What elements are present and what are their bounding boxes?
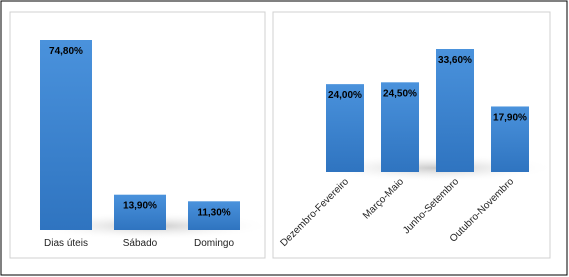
value-label: 33,60% xyxy=(438,55,472,66)
x-tick-label: Domingo xyxy=(194,238,234,249)
bar xyxy=(326,84,364,172)
value-label: 17,90% xyxy=(493,112,527,123)
bar xyxy=(188,201,240,230)
bar xyxy=(436,49,474,172)
value-label: 24,00% xyxy=(328,90,362,101)
value-label: 74,80% xyxy=(49,46,83,57)
bar xyxy=(40,40,92,230)
bar xyxy=(381,82,419,172)
value-label: 11,30% xyxy=(197,207,230,218)
x-tick-label: Sábado xyxy=(123,238,158,249)
bar xyxy=(114,194,166,230)
value-label: 13,90% xyxy=(123,201,157,212)
x-tick-label: Dias úteis xyxy=(44,238,88,249)
bar xyxy=(491,106,529,172)
value-label: 24,50% xyxy=(383,88,417,99)
